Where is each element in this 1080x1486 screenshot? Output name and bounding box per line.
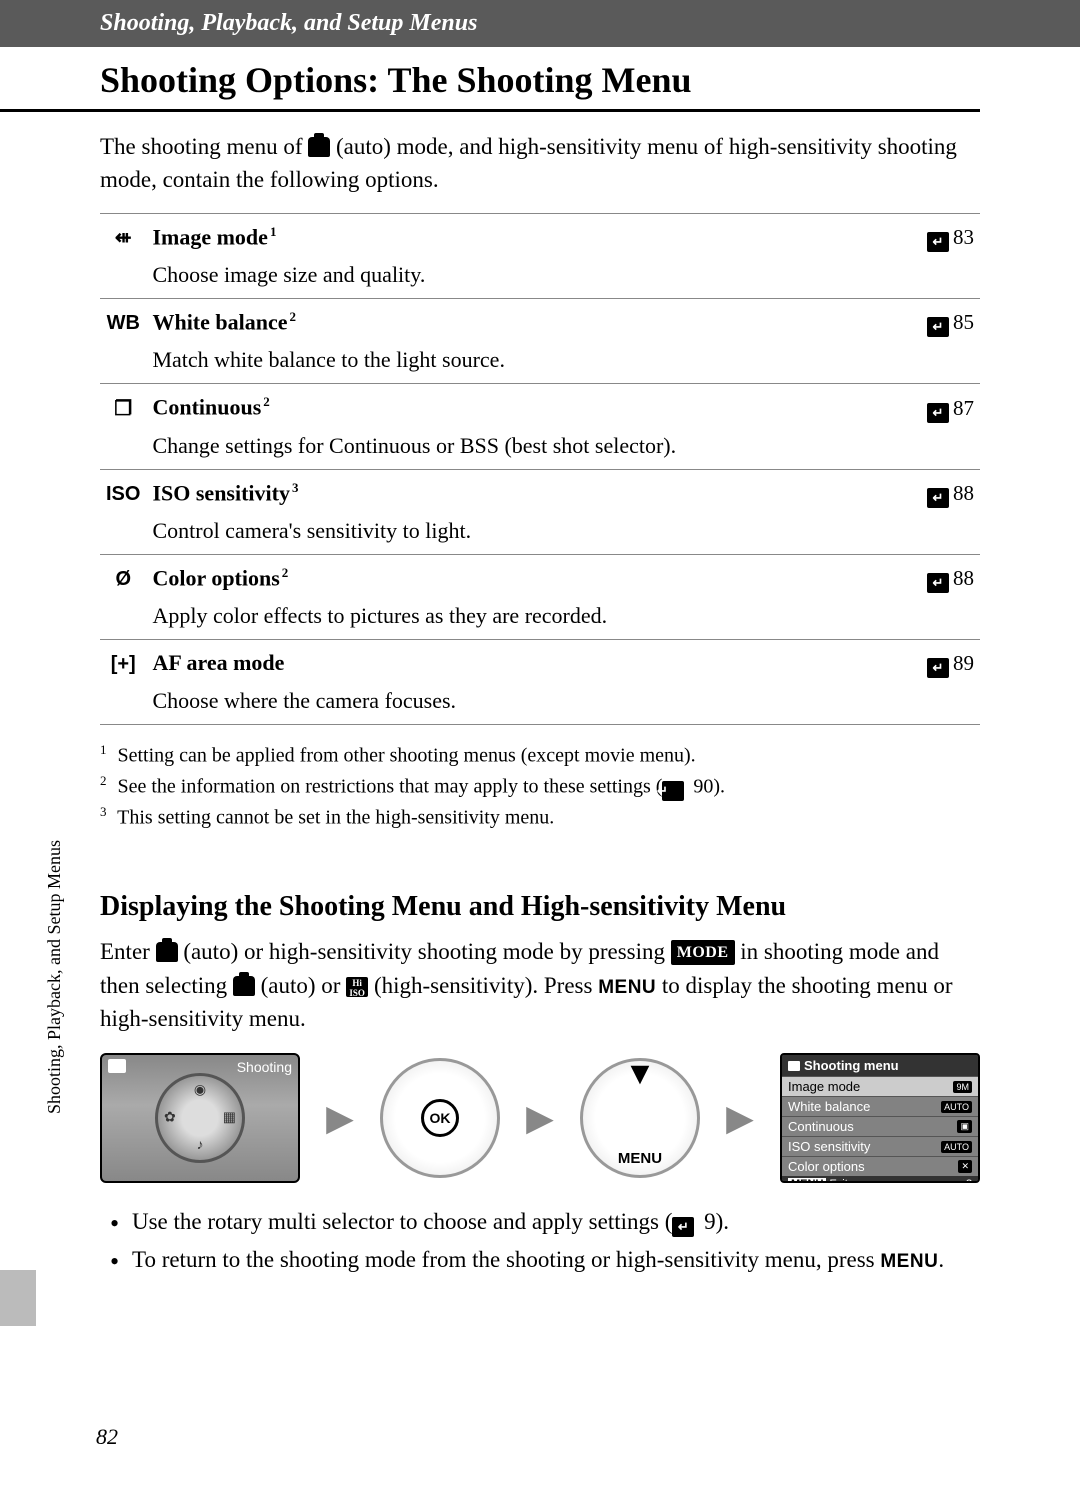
reference-icon: ↵ — [662, 781, 684, 801]
note-item: Use the rotary multi selector to choose … — [110, 1205, 980, 1238]
menu-dial: ▼ MENU — [580, 1058, 700, 1178]
option-desc-row: Choose where the camera focuses. — [100, 684, 980, 725]
option-label: ISO sensitivity3 — [146, 469, 890, 514]
page-title: Shooting Options: The Shooting Menu — [0, 47, 980, 112]
intro-paragraph: The shooting menu of (auto) mode, and hi… — [100, 130, 980, 197]
notes-list: Use the rotary multi selector to choose … — [100, 1205, 980, 1276]
page-reference: ↵88 — [890, 555, 980, 600]
text: (auto) or high-sensitivity shooting mode… — [178, 939, 671, 964]
page-reference: ↵88 — [890, 469, 980, 514]
page-reference: ↵89 — [890, 640, 980, 685]
menu-label: MENU — [598, 977, 656, 998]
option-icon: [+] — [100, 640, 146, 685]
procedure-diagram: Shooting ◉ ♪ ✿ ▦ ▶ OK ▶ ▼ MENU ▶ Shootin… — [100, 1053, 980, 1183]
page-reference: ↵83 — [890, 213, 980, 258]
text: (high-sensitivity). Press — [368, 973, 598, 998]
camera-icon — [156, 942, 178, 962]
footnotes: 1 Setting can be applied from other shoo… — [100, 741, 980, 831]
option-desc: Apply color effects to pictures as they … — [146, 599, 980, 640]
option-label: White balance2 — [146, 299, 890, 344]
camera-icon — [308, 137, 330, 157]
subsection-heading: Displaying the Shooting Menu and High-se… — [100, 891, 980, 923]
ok-button-icon: OK — [421, 1099, 459, 1137]
section-header: Shooting, Playback, and Setup Menus — [0, 0, 1080, 47]
shooting-menu-screen: Shooting menuImage mode9MWhite balanceAU… — [780, 1053, 980, 1183]
subsection-paragraph: Enter (auto) or high-sensitivity shootin… — [100, 935, 980, 1035]
mode-button-icon: MODE — [671, 940, 735, 965]
menu-item: Continuous▣ — [782, 1116, 978, 1136]
option-desc: Choose where the camera focuses. — [146, 684, 980, 725]
option-row: ⇺Image mode1↵83 — [100, 213, 980, 258]
option-label: Continuous2 — [146, 384, 890, 429]
reference-icon: ↵ — [927, 658, 949, 678]
option-icon: ISO — [100, 469, 146, 514]
footnote: 3 This setting cannot be set in the high… — [100, 803, 980, 832]
option-desc: Change settings for Continuous or BSS (b… — [146, 429, 980, 470]
page-reference: ↵87 — [890, 384, 980, 429]
option-row: ISOISO sensitivity3↵88 — [100, 469, 980, 514]
option-desc-row: Match white balance to the light source. — [100, 343, 980, 384]
menu-item: Image mode9M — [782, 1076, 978, 1096]
reference-icon: ↵ — [927, 573, 949, 593]
reference-icon: ↵ — [927, 232, 949, 252]
option-icon: ❐ — [100, 384, 146, 429]
option-desc: Match white balance to the light source. — [146, 343, 980, 384]
menu-item: ISO sensitivityAUTO — [782, 1136, 978, 1156]
menu-item: Color options✕ — [782, 1156, 978, 1176]
footnote: 1 Setting can be applied from other shoo… — [100, 741, 980, 770]
hi-iso-icon: HiISO — [346, 977, 368, 997]
menu-label: MENU — [880, 1251, 938, 1272]
page-number: 82 — [96, 1424, 118, 1450]
option-row: ØColor options2↵88 — [100, 555, 980, 600]
note-item: To return to the shooting mode from the … — [110, 1243, 980, 1276]
option-desc: Control camera's sensitivity to light. — [146, 514, 980, 555]
text: Enter — [100, 939, 156, 964]
option-label: AF area mode — [146, 640, 890, 685]
option-label: Image mode1 — [146, 213, 890, 258]
reference-icon: ↵ — [672, 1217, 694, 1237]
down-arrow-icon: ▼ — [624, 1055, 656, 1092]
screen-title: Shooting — [237, 1059, 292, 1075]
menu-item: White balanceAUTO — [782, 1096, 978, 1116]
arrow-right-icon: ▶ — [726, 1097, 754, 1139]
option-icon: Ø — [100, 555, 146, 600]
arrow-right-icon: ▶ — [526, 1097, 554, 1139]
breadcrumb-text: Shooting, Playback, and Setup Menus — [100, 10, 477, 36]
options-table: ⇺Image mode1↵83Choose image size and qua… — [100, 213, 980, 726]
intro-before: The shooting menu of — [100, 134, 308, 159]
camera-icon — [108, 1059, 126, 1073]
side-section-label: Shooting, Playback, and Setup Menus — [44, 840, 65, 1114]
menu-footer: MENU Exit? — [782, 1176, 978, 1183]
option-desc: Choose image size and quality. — [146, 258, 980, 299]
page-reference: ↵85 — [890, 299, 980, 344]
option-desc-row: Apply color effects to pictures as they … — [100, 599, 980, 640]
camera-icon — [788, 1061, 800, 1071]
option-row: WBWhite balance2↵85 — [100, 299, 980, 344]
side-tab — [0, 1270, 36, 1326]
ok-dial: OK — [380, 1058, 500, 1178]
arrow-right-icon: ▶ — [326, 1097, 354, 1139]
camera-icon — [233, 976, 255, 996]
mode-wheel-icon: ◉ ♪ ✿ ▦ — [155, 1073, 245, 1163]
footnote: 2 See the information on restrictions th… — [100, 772, 980, 801]
screen-shooting-mode: Shooting ◉ ♪ ✿ ▦ — [100, 1053, 300, 1183]
option-icon: ⇺ — [100, 213, 146, 258]
menu-label: MENU — [618, 1150, 662, 1167]
reference-icon: ↵ — [927, 488, 949, 508]
option-icon: WB — [100, 299, 146, 344]
option-row: ❐Continuous2↵87 — [100, 384, 980, 429]
reference-icon: ↵ — [927, 317, 949, 337]
option-desc-row: Choose image size and quality. — [100, 258, 980, 299]
option-desc-row: Change settings for Continuous or BSS (b… — [100, 429, 980, 470]
reference-icon: ↵ — [927, 403, 949, 423]
menu-header: Shooting menu — [782, 1055, 978, 1076]
option-desc-row: Control camera's sensitivity to light. — [100, 514, 980, 555]
option-label: Color options2 — [146, 555, 890, 600]
text: (auto) or — [255, 973, 346, 998]
option-row: [+]AF area mode↵89 — [100, 640, 980, 685]
